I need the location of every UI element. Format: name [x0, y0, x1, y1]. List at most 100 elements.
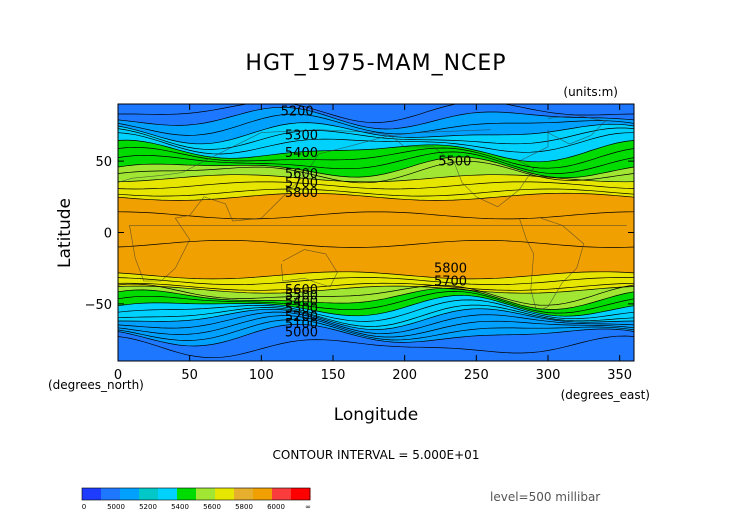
contour-line	[118, 156, 634, 179]
y-units-label: (degrees_north)	[48, 378, 144, 392]
colorbar-swatch	[139, 488, 159, 500]
colorbar-label: ∞	[305, 503, 311, 511]
contour-band	[118, 271, 634, 294]
colorbar-label: 6000	[267, 503, 285, 511]
colorbar-swatch	[82, 488, 102, 500]
contour-band	[118, 140, 634, 178]
contour-line	[118, 308, 634, 330]
contour-band	[118, 324, 634, 361]
x-tick-label: 50	[181, 368, 198, 383]
coastline	[389, 129, 549, 208]
contour-line	[118, 291, 634, 314]
contour-value-label: 5500	[285, 289, 318, 304]
contour-line	[118, 174, 634, 183]
x-tick-label: 250	[464, 368, 489, 383]
contour-value-label: 5200	[281, 104, 314, 119]
units-label: (units:m)	[563, 85, 618, 99]
contour-value-label: 5000	[285, 326, 318, 341]
contour-line	[118, 315, 634, 338]
colorbar-label: 5400	[171, 503, 189, 511]
contour-value-label: 5200	[285, 310, 318, 325]
contour-band	[118, 295, 634, 330]
contour-band	[118, 288, 634, 317]
contour-line	[118, 192, 634, 201]
colorbar-label: 5000	[107, 503, 125, 511]
contour-line	[118, 139, 634, 163]
x-tick-label: 100	[249, 368, 274, 383]
x-tick-label: 350	[607, 368, 632, 383]
contour-band	[118, 193, 634, 279]
chart-title: HGT_1975-MAM_NCEP	[245, 51, 506, 76]
contour-line	[118, 146, 634, 169]
y-axis-label: Latitude	[55, 198, 75, 268]
colorbar-swatch	[234, 488, 254, 500]
contour-line	[118, 311, 634, 334]
colorbar-label: 5200	[139, 503, 157, 511]
colorbar-swatch	[196, 488, 216, 500]
contour-band	[118, 156, 634, 182]
contour-line	[118, 294, 634, 317]
colorbar-label: 5800	[235, 503, 253, 511]
x-axis-label: Longitude	[334, 405, 419, 425]
plot-layers	[118, 104, 634, 361]
colorbar: 0 5000 5200 5400 5600 5800 6000 ∞	[81, 487, 311, 511]
contour-line	[118, 106, 634, 130]
contour-line	[118, 304, 634, 327]
contour-line	[118, 282, 634, 291]
contour-band	[118, 308, 634, 346]
contour-value-label: 5300	[285, 301, 318, 316]
contour-band	[118, 174, 634, 201]
contour-line	[118, 240, 634, 248]
x-units-label: (degrees_east)	[561, 388, 650, 402]
colorbar-swatch	[101, 488, 121, 500]
contour-line	[118, 211, 634, 220]
contour-line	[118, 299, 634, 322]
contour-line	[118, 283, 634, 306]
y-tick-label: −50	[85, 298, 112, 313]
contour-band	[118, 286, 634, 310]
contour-line	[118, 271, 634, 280]
contour-value-label: 5300	[285, 129, 318, 144]
level-label: level=500 millibar	[490, 490, 600, 504]
x-tick-label: 300	[536, 368, 561, 383]
x-tick-label: 0	[114, 368, 122, 383]
contour-line	[118, 181, 634, 190]
contour-line	[118, 323, 634, 347]
contour-line	[118, 160, 634, 184]
contour-line	[118, 113, 634, 136]
contour-line	[118, 188, 634, 197]
contour-value-label: 5600	[285, 167, 318, 182]
contour-value-label: 5100	[285, 317, 318, 332]
colorbar-swatch	[272, 488, 292, 500]
contour-value-label: 5800	[285, 186, 318, 201]
x-tick-label: 150	[321, 368, 346, 383]
y-tick-label: 0	[104, 227, 112, 242]
contour-line	[118, 285, 634, 294]
colorbar-label: 5600	[203, 503, 221, 511]
x-tick-label: 200	[392, 368, 417, 383]
contour-line	[118, 319, 634, 341]
contour-interval-label: CONTOUR INTERVAL = 5.000E+01	[273, 448, 480, 462]
contour-value-label: 5700	[285, 176, 318, 191]
coastline	[118, 129, 627, 282]
contour-value-label: 5500	[438, 154, 471, 169]
contour-value-label: 5400	[285, 146, 318, 161]
contour-value-label: 5700	[434, 274, 467, 289]
contour-line	[118, 287, 634, 310]
contour-line	[118, 335, 634, 359]
coastline	[519, 217, 585, 312]
colorbar-swatch	[177, 488, 197, 500]
contour-value-label: 5800	[434, 261, 467, 276]
coastline	[547, 115, 606, 145]
contour-value-label: 5600	[285, 283, 318, 298]
contour-value-label: 5400	[285, 294, 318, 309]
contour-line	[118, 132, 634, 155]
colorbar-swatch	[158, 488, 178, 500]
y-tick-label: 50	[95, 155, 112, 170]
colorbar-label: 0	[82, 503, 86, 511]
colorbar-swatch	[291, 488, 311, 500]
colorbar-swatch	[120, 488, 140, 500]
colorbar-swatch	[253, 488, 273, 500]
colorbar-frame	[81, 487, 311, 501]
